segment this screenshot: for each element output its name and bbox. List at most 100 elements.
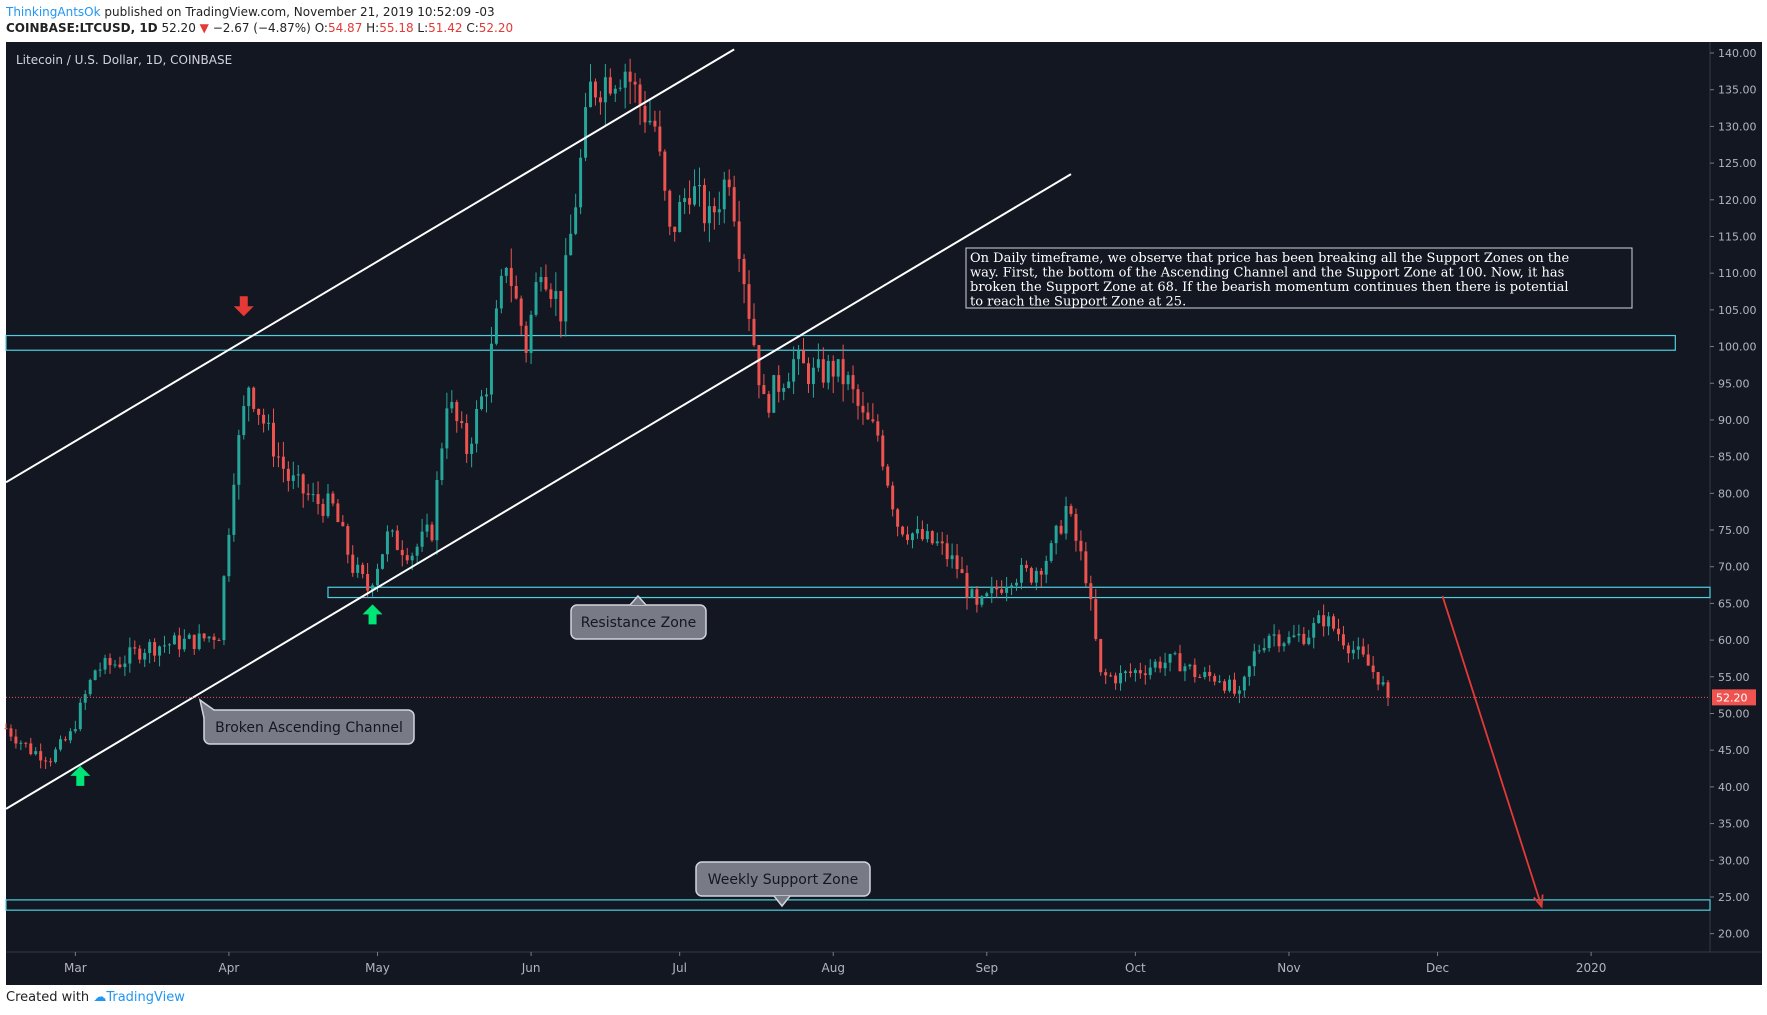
candle-body xyxy=(415,546,419,556)
candle-body xyxy=(509,267,513,287)
candle-body xyxy=(871,419,875,422)
candle-body xyxy=(311,494,315,496)
candle-body xyxy=(1232,679,1236,694)
weekly-support-callout-pointer xyxy=(773,895,791,908)
author-link[interactable]: ThinkingAntsOk xyxy=(6,5,101,19)
candle-body xyxy=(549,289,553,299)
candle-body xyxy=(207,636,211,639)
candle xyxy=(252,386,256,413)
candle xyxy=(380,553,384,570)
candle-body xyxy=(14,736,18,744)
candle xyxy=(950,543,954,569)
candle-body xyxy=(762,385,766,395)
candle-body xyxy=(821,359,825,383)
candle-body xyxy=(237,435,241,485)
candle-body xyxy=(658,126,662,152)
candle-body xyxy=(1015,582,1018,586)
candle xyxy=(960,556,964,574)
candle-body xyxy=(202,633,206,639)
candle xyxy=(435,471,439,555)
candle xyxy=(702,178,706,232)
candle-body xyxy=(470,443,474,454)
candle xyxy=(826,354,830,390)
candle xyxy=(430,521,434,543)
candle-body xyxy=(876,421,880,436)
candle-body xyxy=(281,456,285,469)
candle xyxy=(618,79,622,92)
candle-body xyxy=(1386,682,1390,698)
candle xyxy=(1183,663,1187,682)
tradingview-logo-text[interactable]: TradingView xyxy=(106,990,185,1005)
candle-body xyxy=(113,664,117,666)
candle-body xyxy=(262,414,266,424)
candle xyxy=(787,372,791,389)
candle-body xyxy=(108,658,112,666)
candle xyxy=(113,659,117,668)
candle-body xyxy=(648,120,652,123)
candle xyxy=(138,645,142,664)
candle xyxy=(1059,519,1063,536)
candle-body xyxy=(276,456,280,458)
candle xyxy=(39,743,43,769)
candle-body xyxy=(1153,661,1157,668)
candle xyxy=(4,723,8,730)
candle-body xyxy=(98,669,102,671)
candle-body xyxy=(227,534,231,577)
candle xyxy=(133,640,137,655)
candle-body xyxy=(1307,637,1311,645)
candle xyxy=(1178,644,1182,672)
candle-body xyxy=(88,679,92,695)
candle-body xyxy=(1381,682,1385,685)
candle-body xyxy=(34,751,38,755)
y-tick-label: 40.00 xyxy=(1718,781,1750,794)
candle-body xyxy=(881,435,885,467)
candle-body xyxy=(1203,671,1207,678)
candle xyxy=(925,523,929,543)
candle-body xyxy=(29,743,33,755)
candle-body xyxy=(1148,667,1152,676)
candle xyxy=(1044,555,1048,584)
candle xyxy=(19,740,23,751)
candle-body xyxy=(118,664,122,668)
candle-body xyxy=(534,282,538,315)
chart-header: ThinkingAntsOk published on TradingView.… xyxy=(6,4,513,38)
candle xyxy=(247,386,251,422)
candle-body xyxy=(524,325,528,353)
candle-body xyxy=(985,593,989,597)
candle xyxy=(494,300,498,346)
candle xyxy=(29,737,33,756)
candle-body xyxy=(529,314,533,353)
candle xyxy=(906,526,910,545)
candle xyxy=(197,624,201,651)
time-axis xyxy=(6,952,1762,985)
candle-body xyxy=(811,367,815,385)
candle xyxy=(1386,680,1390,707)
candle xyxy=(945,534,949,567)
candle-body xyxy=(494,308,498,344)
candle xyxy=(445,392,449,459)
candle-body xyxy=(688,198,692,205)
candle-body xyxy=(1000,589,1004,593)
candle-body xyxy=(782,387,786,392)
candle-body xyxy=(1277,634,1281,647)
candle-body xyxy=(831,360,835,377)
candle-body xyxy=(1371,665,1375,673)
candle xyxy=(514,275,518,300)
candle-body xyxy=(559,291,563,322)
candle xyxy=(262,408,266,433)
plot-background xyxy=(6,42,1710,952)
candle-body xyxy=(787,381,791,388)
weekly-support-callout: Weekly Support Zone xyxy=(695,861,871,908)
candle xyxy=(390,529,394,537)
candle xyxy=(509,248,513,303)
candle-body xyxy=(395,530,399,550)
candle xyxy=(1109,672,1113,678)
candle-body xyxy=(519,298,523,326)
high-value: 55.18 xyxy=(379,21,414,35)
candle xyxy=(534,272,538,317)
candle xyxy=(1173,651,1177,656)
candle-body xyxy=(1124,671,1127,674)
candle xyxy=(361,562,365,579)
candle-body xyxy=(613,88,617,94)
